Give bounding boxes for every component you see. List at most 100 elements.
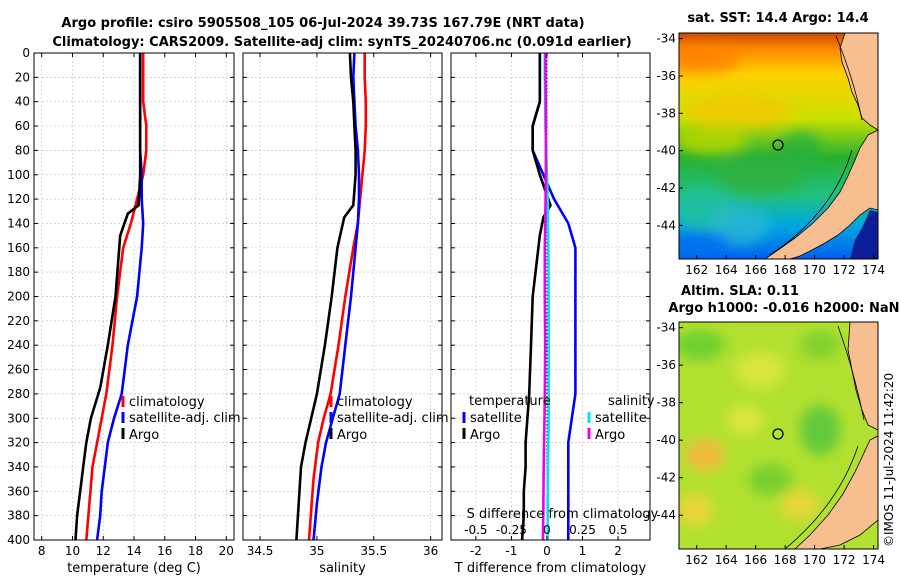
map-x-tick-label: 170 [803,263,826,277]
sst-map-frame [678,32,879,260]
series-line-argo [74,53,142,541]
x-tick-label: 14 [126,544,141,558]
map-x-tick-label: 162 [685,263,708,277]
map-y-tick-label: -34 [656,32,676,46]
map-y-tick-label: -42 [656,471,676,485]
x2-tick-label: 0 [543,523,551,537]
sla-bathymetry-contour [784,325,865,549]
salinity-legend: climatology satellite-adj. clim Argo [329,395,449,443]
x-tick-label: 12 [96,544,111,558]
legend-label-argo: Argo [337,428,367,443]
y-tick-label: 320 [7,436,30,450]
y-tick-label: 240 [7,338,30,352]
legend-label-satellite-adj: satellite-adj. clim [337,411,449,426]
x-tick-label: 18 [188,544,203,558]
map-x-tick-label: 172 [833,263,856,277]
x-axis-label: salinity [319,561,366,576]
map-x-tick-label: 166 [744,263,767,277]
y-tick-label: 0 [22,46,30,60]
y-tick-label: 140 [7,216,30,230]
legend-label-climatology: climatology [129,395,205,410]
y-tick-label: 60 [15,119,30,133]
map-x-tick-label: 174 [862,263,885,277]
x-tick-label: 35 [309,544,324,558]
map-y-tick-label: -42 [656,181,676,195]
map-x-tick-label: 174 [862,553,885,567]
sla-argo-position [772,428,784,440]
x-tick-label: 16 [157,544,172,558]
y-tick-label: 220 [7,314,30,328]
sst-map [679,33,878,259]
map-y-tick-label: -38 [656,106,676,120]
y-tick-label: 380 [7,509,30,523]
x-tick-label: 8 [38,544,46,558]
legend-label-argo: Argo [129,428,159,443]
x-tick-label: 10 [65,544,80,558]
legend-head-temperature: temperature [469,394,551,409]
y-tick-label: 200 [7,290,30,304]
difference-panel: -2 -1 0 1 2 T difference from climatology S di… [450,52,659,576]
y-tick-label: 400 [7,533,30,547]
difference-legend: temperature salinity satellite Argo sate… [462,394,655,443]
x2-tick-label: 0.5 [608,523,627,537]
series-line-argo [295,52,357,541]
x-tick-label: 0 [543,544,551,558]
x-tick-label: 1 [579,544,587,558]
map-y-tick-label: -44 [656,508,676,522]
y-tick-label: 340 [7,460,30,474]
y-tick-label: 100 [7,168,30,182]
y-tick-label: 40 [15,95,30,109]
sla-map [679,322,878,549]
map-y-tick-label: -34 [656,321,676,335]
legend-label-climatology: climatology [337,395,413,410]
map-y-tick-label: -36 [656,358,676,372]
figure-title-1: Argo profile: csiro 5905508_105 06-Jul-2… [61,16,584,31]
y-tick-label: 20 [15,70,30,84]
y-tick-label: 120 [7,192,30,206]
x-axis-label: temperature (deg C) [67,561,201,576]
y-tick-label: 300 [7,411,30,425]
copyright-label: ©IMOS 11-Jul-2024 11:42:20 [882,373,896,547]
sla-field-texture [679,330,840,526]
x-tick-label: 2 [614,544,622,558]
temperature-panel: 8 10 12 14 16 18 20020406080100120140160180200… [7,46,235,576]
sst-map-title: sat. SST: 14.4 Argo: 14.4 [687,11,868,26]
sla-map-title-2: Argo h1000: -0.016 h2000: NaN [668,301,899,316]
sst-cold-patch [850,210,878,259]
legend-label-t-satellite: satellite [470,411,522,426]
map-y-tick-label: -40 [656,433,676,447]
sla-map-title-1: Altim. SLA: 0.11 [681,284,799,299]
legend-label-s-argo: Argo [595,428,625,443]
series-line-s-argo [541,53,548,541]
series-line-climatology [85,53,148,541]
x-tick-label: 36 [423,544,438,558]
map-y-tick-label: -40 [656,144,676,158]
x-tick-label: -2 [470,544,482,558]
temperature-legend: climatology satellite-adj. clim Argo [121,395,241,443]
map-x-tick-label: 166 [744,553,767,567]
legend-label-satellite-adj: satellite-adj. clim [129,411,241,426]
legend-label-t-argo: Argo [470,428,500,443]
legend-head-salinity: salinity [608,394,655,409]
map-x-tick-label: 162 [685,553,708,567]
sla-map-axes: 162 164 166 168 170 172 174 -34 -36 -38 -40 -42 -44 [656,321,885,567]
sst-field-texture [679,46,822,259]
y-tick-label: 160 [7,241,30,255]
y-tick-label: 360 [7,484,30,498]
map-y-tick-label: -38 [656,396,676,410]
y-tick-label: 80 [15,143,30,157]
map-y-tick-label: -44 [656,218,676,232]
map-x-tick-label: 164 [715,263,738,277]
figure-title-2: Climatology: CARS2009. Satellite-adj cli… [52,35,631,50]
map-x-tick-label: 168 [774,553,797,567]
series-line-t-argo [520,53,552,541]
map-x-tick-label: 170 [803,553,826,567]
y-tick-label: 180 [7,265,30,279]
map-x-tick-label: 172 [833,553,856,567]
x-tick-label: 20 [219,544,234,558]
legend-label-s-satellite: satellite [595,411,647,426]
south-island-land [794,435,878,549]
x2-tick-label: -0.5 [464,523,487,537]
south-island-land [764,129,878,259]
